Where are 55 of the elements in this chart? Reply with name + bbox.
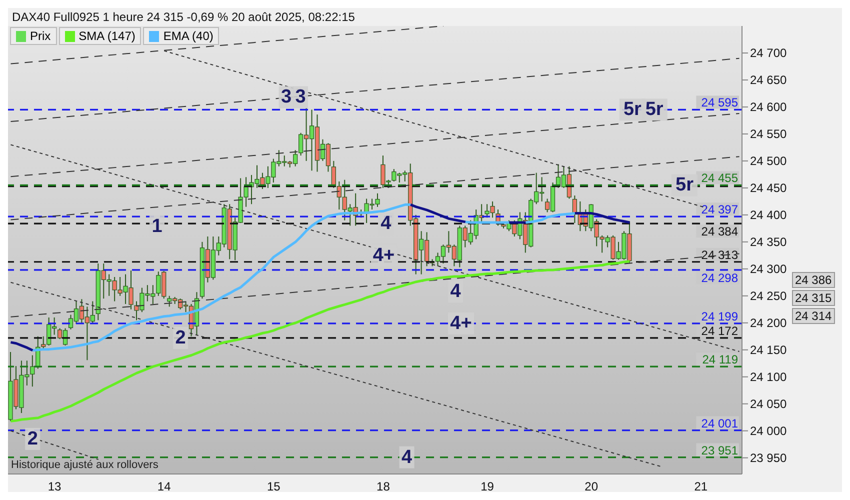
y-tick-label: 24 100 (750, 370, 788, 384)
text: 24 386 (792, 272, 835, 288)
annotation: 2 (27, 428, 38, 450)
y-tick-label: 24 150 (750, 343, 788, 358)
annotation: 4 (401, 446, 412, 468)
ref-line-label: 24 595 (701, 96, 738, 110)
y-tick-label: 24 000 (750, 424, 788, 438)
y-tick-label: 23 950 (750, 451, 788, 466)
y-tick-label: 24 350 (750, 235, 788, 250)
annotation: Historique ajusté aux rollovers (11, 459, 158, 471)
y-tick-label: 24 250 (750, 289, 788, 304)
annotation: 3 (280, 86, 292, 108)
annotation: 5r (676, 174, 694, 196)
y-tick-label: 24 300 (750, 262, 788, 276)
y-tick-label: 24 550 (750, 127, 788, 142)
y-tick-label: 24 500 (750, 154, 788, 168)
y-tick-label: 24 700 (750, 46, 788, 60)
annotation: 4 (380, 213, 392, 234)
ref-line-label: 24 455 (701, 171, 738, 186)
y-tick-label: 24 200 (750, 316, 788, 330)
x-tick-label: 19 (480, 480, 494, 494)
x-tick-label: 15 (266, 480, 281, 494)
annotation: 4+ (372, 244, 395, 266)
x-tick-label: 18 (376, 480, 390, 494)
y-tick-label: 24 650 (750, 73, 788, 88)
x-tick-label: 13 (48, 480, 62, 494)
annotation: 5r (623, 99, 642, 120)
annotation: 4 (450, 281, 462, 302)
legend-label: Prix (30, 29, 51, 43)
ref-line-label: 24 001 (701, 416, 738, 430)
text: 24 314 (792, 308, 835, 324)
annotation: 2 (175, 327, 186, 348)
y-tick-label: 24 400 (750, 208, 788, 222)
ref-line-label: 24 199 (701, 309, 738, 324)
ref-line-label: 24 313 (701, 248, 738, 262)
y-tick-label: 24 050 (750, 397, 788, 412)
ref-line-label: 24 298 (701, 270, 738, 285)
x-tick-label: 20 (584, 480, 598, 494)
x-tick-label: 14 (157, 480, 172, 494)
y-tick-label: 24 600 (750, 100, 788, 114)
y-tick-label: 24 450 (750, 181, 788, 196)
ref-line-label: 23 951 (701, 443, 738, 458)
text: 24 315 (792, 290, 835, 306)
annotation: 5r (645, 99, 664, 120)
ref-line-label: 24 172 (701, 324, 738, 338)
ref-line-label: 24 397 (701, 202, 738, 217)
annotation: 3 (295, 86, 306, 108)
annotation: 4+ (450, 312, 472, 334)
ref-line-label: 24 384 (701, 224, 738, 239)
ref-line-label: 24 119 (702, 352, 738, 367)
chart-title: DAX40 Full0925 1 heure 24 315 -0,69 % 20 août 2025, 08:22:15 (12, 10, 355, 24)
legend-label: SMA (147) (78, 29, 136, 43)
legend-label: EMA (40) (163, 29, 214, 43)
x-tick-label: 21 (694, 480, 708, 494)
annotation: 1 (152, 216, 163, 237)
